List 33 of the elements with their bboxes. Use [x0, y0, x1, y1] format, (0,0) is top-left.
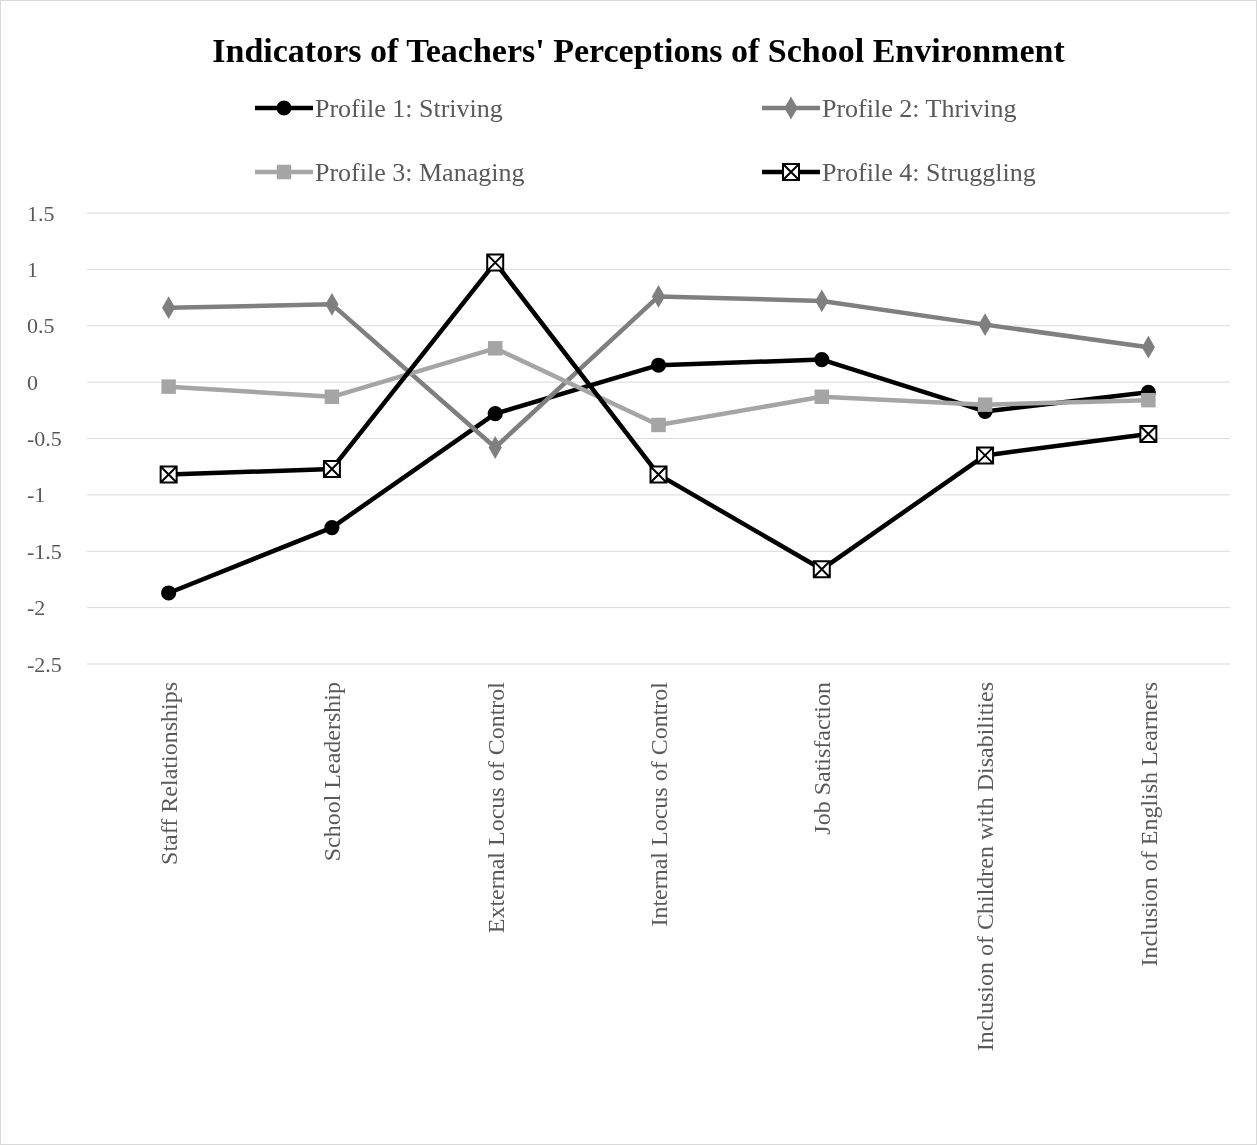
point: [487, 406, 503, 422]
point: [487, 341, 503, 356]
x-tick-label: Job Satisfaction: [809, 682, 836, 835]
point: [650, 357, 667, 373]
y-tick-label: 1.5: [27, 200, 55, 226]
legend-label: Profile 3: Managing: [315, 158, 525, 188]
x-tick-label: Inclusion of Children with Disabilities: [972, 682, 999, 1052]
x-tick-label: School Leadership: [319, 682, 346, 862]
point: [324, 389, 340, 405]
point: [1141, 392, 1156, 408]
x-tick-label: Staff Relationships: [156, 682, 183, 865]
point: [814, 389, 830, 405]
point: [324, 520, 340, 536]
y-tick-label: -0.5: [27, 426, 62, 452]
point: [161, 379, 176, 394]
legend-label: Profile 4: Struggling: [822, 158, 1036, 188]
chart-title: Indicators of Teachers' Perceptions of School Environment: [212, 32, 1066, 69]
point: [651, 417, 666, 433]
legend-label: Profile 1: Striving: [315, 94, 503, 124]
x-tick-label: External Locus of Control: [482, 681, 509, 934]
x-tick-label: Internal Locus of Control: [645, 681, 672, 927]
y-tick-label: -2: [27, 595, 46, 621]
point: [977, 397, 993, 412]
y-tick-label: 0: [27, 369, 38, 395]
point: [161, 585, 177, 601]
y-tick-label: 1: [27, 256, 38, 282]
x-tick-label: Inclusion of English Learners: [1135, 682, 1162, 967]
y-tick-label: -1.5: [27, 538, 62, 564]
y-tick-label: 0.5: [27, 313, 55, 339]
y-tick-label: -1: [27, 482, 46, 508]
point: [814, 352, 830, 368]
y-tick-label: -2.5: [27, 651, 62, 677]
legend-label: Profile 2: Thriving: [822, 94, 1017, 124]
